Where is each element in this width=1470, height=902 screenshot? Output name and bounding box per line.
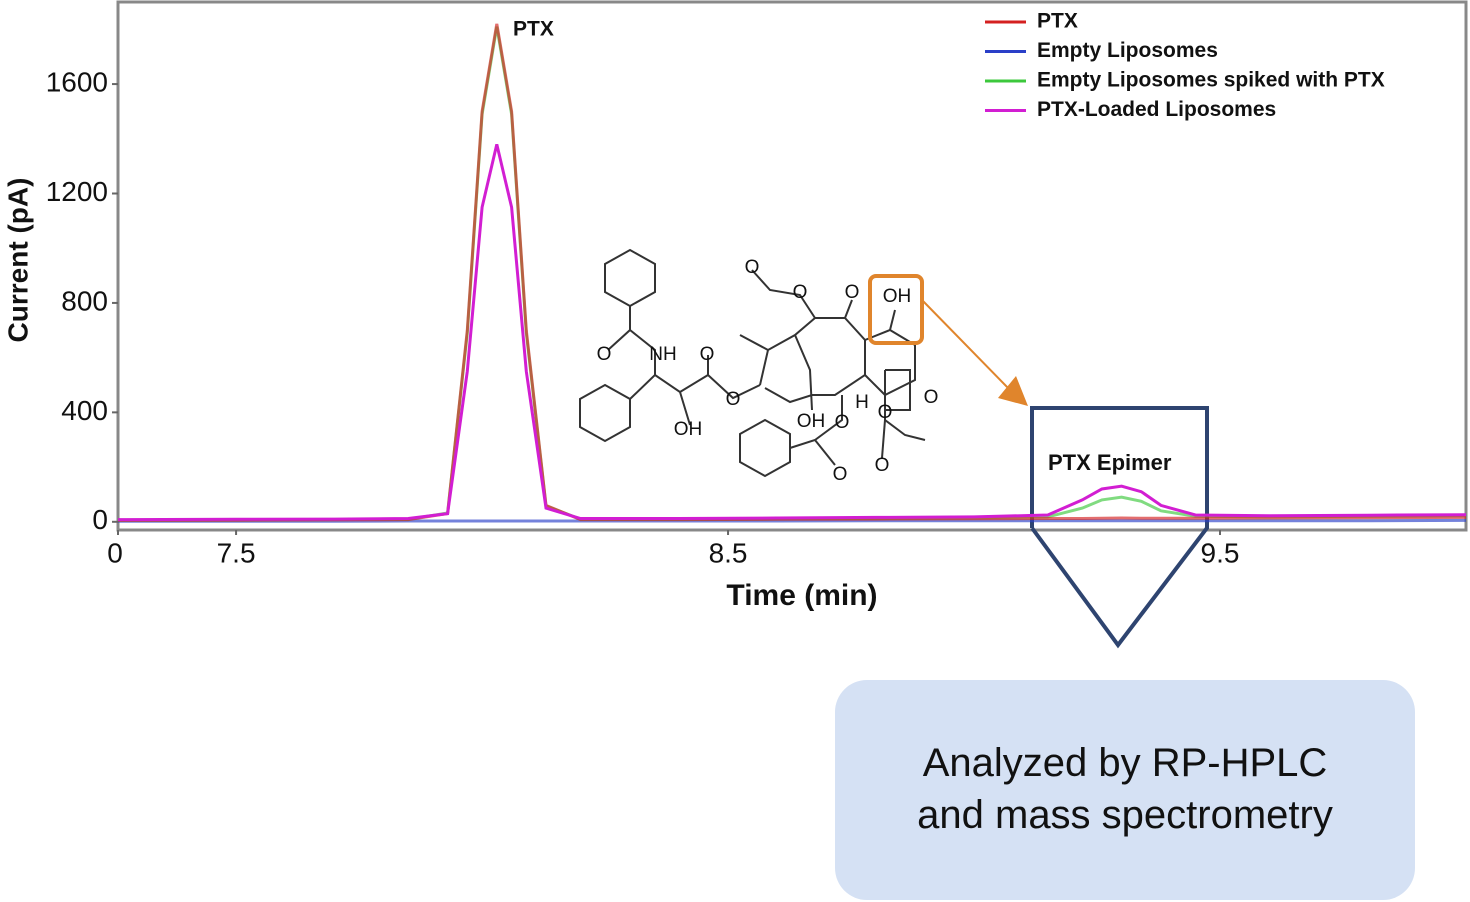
y-tick-label: 0	[92, 504, 108, 535]
structure-label: O	[700, 344, 715, 365]
structure-label: OH	[797, 411, 826, 432]
series-line	[118, 518, 1467, 523]
x-tick-label: 0	[107, 537, 123, 568]
structure-label: OH	[674, 419, 703, 440]
structure-label: O	[835, 412, 850, 433]
x-tick-label: 7.5	[217, 537, 256, 568]
structure-label: O	[597, 344, 612, 365]
x-axis-title: Time (min)	[726, 579, 877, 612]
structure-label: OH	[883, 286, 912, 307]
highlight-box	[868, 274, 924, 345]
x-tick-label: 9.5	[1201, 537, 1240, 568]
legend-label: PTX	[1037, 10, 1078, 33]
legend-label: Empty Liposomes spiked with PTX	[1037, 69, 1385, 92]
x-tick-label: 8.5	[709, 537, 748, 568]
structure-label: O	[793, 282, 808, 303]
y-axis-title: Current (pA)	[2, 178, 33, 343]
arrow-head	[998, 376, 1028, 406]
y-tick-label: 400	[61, 395, 108, 426]
peak-label: PTX	[513, 18, 554, 41]
structure-label: O	[745, 257, 760, 278]
plot-frame	[116, 0, 1468, 532]
structure-label: H	[855, 392, 869, 413]
y-tick-label: 800	[61, 285, 108, 316]
structure-label: O	[924, 387, 939, 408]
structure-label: O	[878, 402, 893, 423]
note-box	[835, 680, 1415, 900]
y-tick-label: 1200	[46, 176, 108, 207]
structure-label: O	[726, 389, 741, 410]
structure-label: O	[845, 282, 860, 303]
arrow-line	[921, 299, 1011, 391]
note-text: Analyzed by RP-HPLC and mass spectrometry	[917, 741, 1333, 837]
legend-label: PTX-Loaded Liposomes	[1037, 98, 1276, 121]
y-tick-label: 1600	[46, 66, 108, 97]
structure-label: O	[875, 455, 890, 476]
structure-label: NH	[649, 344, 676, 365]
epimer-label: PTX Epimer	[1048, 450, 1172, 475]
structure-label: O	[833, 464, 848, 485]
molecule	[579, 248, 926, 478]
series-line	[117, 143, 1467, 522]
legend-label: Empty Liposomes	[1037, 39, 1218, 62]
epimer-callout	[1030, 406, 1209, 649]
